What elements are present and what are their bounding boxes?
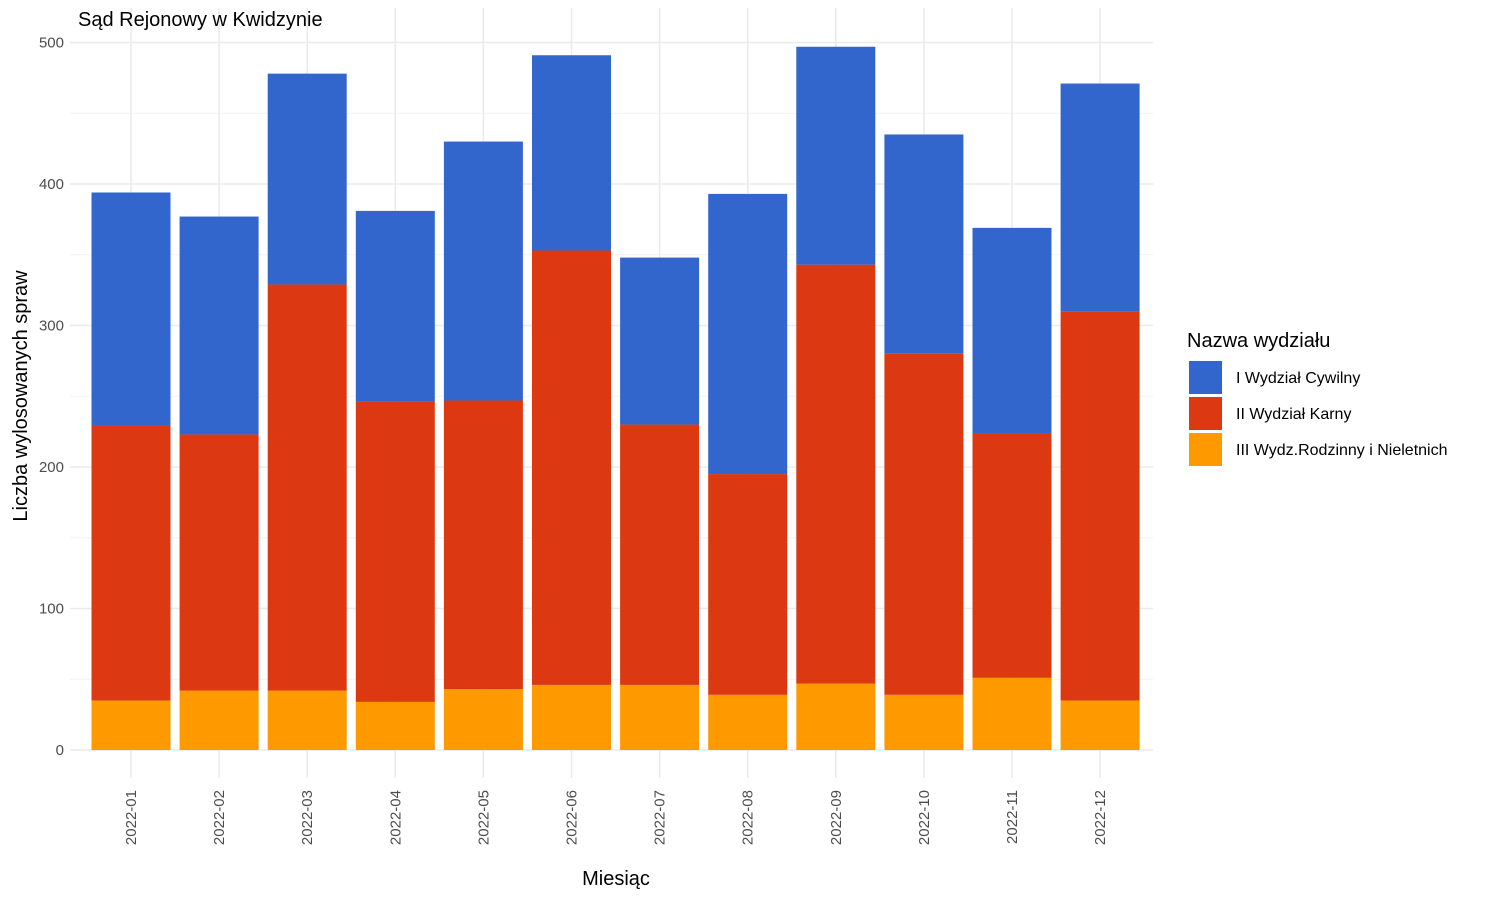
bar-segment: II Wydział Karny 2022-05: 204	[443, 400, 523, 690]
bar-segment: III Wydz.Rodzinny i Nieletnich 2022-01: …	[91, 700, 171, 750]
y-axis-title: Liczba wylosowanych spraw	[10, 270, 32, 522]
bar-segment: I Wydział Cywilny 2022-07: 118	[620, 257, 700, 425]
bar-segment: II Wydział Karny 2022-12: 275	[1060, 311, 1140, 701]
legend-swatch	[1189, 397, 1222, 430]
bar-segment: II Wydział Karny 2022-11: 173	[972, 433, 1052, 678]
x-tick-label: 2022-02	[211, 790, 228, 845]
bar-segment: III Wydz.Rodzinny i Nieletnich 2022-07: …	[620, 684, 700, 750]
bar-segment: III Wydz.Rodzinny i Nieletnich 2022-05: …	[443, 689, 523, 750]
x-axis-ticks: 2022-01 2022-02 2022-03 2022-04 2022-05 2022-…	[123, 790, 1109, 845]
bar-segment: II Wydział Karny 2022-09: 296	[796, 264, 876, 684]
x-tick-label: 2022-06	[564, 790, 581, 845]
bar-segment: II Wydział Karny 2022-04: 212	[355, 401, 435, 702]
bar-segment: III Wydz.Rodzinny i Nieletnich 2022-06: …	[532, 684, 611, 750]
bar-segment: III Wydz.Rodzinny i Nieletnich 2022-12: …	[1060, 700, 1140, 750]
bar-segment: I Wydział Cywilny 2022-08: 198	[708, 193, 788, 475]
bar-segment: II Wydział Karny 2022-08: 156	[708, 474, 788, 695]
bar-segment: I Wydział Cywilny 2022-05: 183	[443, 141, 523, 401]
y-tick-label: 300	[39, 318, 64, 335]
x-tick-label: 2022-01	[123, 790, 140, 845]
y-axis-ticks: 0 100 200 300 400 500	[39, 35, 64, 760]
x-tick-label: 2022-07	[652, 790, 669, 845]
bar-segment: II Wydział Karny 2022-01: 194	[91, 425, 171, 701]
bars-layer: III Wydz.Rodzinny i Nieletnich 2022-01: …	[91, 46, 1140, 750]
legend: Nazwa wydziału I Wydział Cywilny II Wydzi…	[1187, 330, 1448, 466]
bar-segment: I Wydział Cywilny 2022-02: 154	[179, 216, 259, 435]
legend-label: II Wydział Karny	[1236, 406, 1351, 423]
legend-swatch	[1189, 361, 1222, 394]
bar-segment: I Wydział Cywilny 2022-03: 149	[267, 73, 347, 285]
x-tick-label: 2022-04	[387, 790, 404, 845]
bar-segment: II Wydział Karny 2022-10: 241	[884, 353, 964, 695]
bar-segment: III Wydz.Rodzinny i Nieletnich 2022-03: …	[267, 690, 347, 750]
bar-segment: III Wydz.Rodzinny i Nieletnich 2022-09: …	[796, 683, 876, 750]
y-tick-label: 100	[39, 601, 64, 618]
x-tick-label: 2022-12	[1092, 790, 1109, 845]
legend-swatch	[1189, 433, 1222, 466]
bar-segment: III Wydz.Rodzinny i Nieletnich 2022-10: …	[884, 694, 964, 750]
y-tick-label: 500	[39, 35, 64, 52]
legend-label: I Wydział Cywilny	[1236, 370, 1360, 387]
y-tick-label: 200	[39, 459, 64, 476]
legend-label: III Wydz.Rodzinny i Nieletnich	[1236, 442, 1448, 459]
bar-segment: III Wydz.Rodzinny i Nieletnich 2022-04: …	[355, 701, 435, 750]
bar-segment: II Wydział Karny 2022-03: 287	[267, 284, 347, 691]
x-axis-title: Miesiąc	[582, 868, 650, 890]
bar-segment: I Wydział Cywilny 2022-01: 165	[91, 192, 171, 426]
y-tick-label: 400	[39, 176, 64, 193]
chart-title: Sąd Rejonowy w Kwidzynie	[78, 9, 323, 31]
bar-segment: II Wydział Karny 2022-02: 181	[179, 434, 259, 691]
legend-items: I Wydział Cywilny II Wydział Karny III Wyd…	[1189, 361, 1448, 466]
x-tick-label: 2022-10	[916, 790, 933, 845]
x-tick-label: 2022-05	[475, 790, 492, 845]
bar-segment: I Wydział Cywilny 2022-10: 155	[884, 134, 964, 354]
bar-segment: II Wydział Karny 2022-07: 184	[620, 424, 700, 685]
y-tick-label: 0	[56, 742, 64, 759]
bar-segment: I Wydział Cywilny 2022-12: 161	[1060, 83, 1140, 312]
x-tick-label: 2022-08	[740, 790, 757, 845]
x-tick-label: 2022-09	[828, 790, 845, 845]
bar-segment: I Wydział Cywilny 2022-06: 138	[532, 55, 611, 251]
bar-segment: II Wydział Karny 2022-06: 307	[532, 250, 611, 685]
x-tick-label: 2022-11	[1004, 790, 1021, 844]
bar-segment: III Wydz.Rodzinny i Nieletnich 2022-02: …	[179, 690, 259, 750]
legend-title: Nazwa wydziału	[1187, 330, 1330, 352]
bar-segment: I Wydział Cywilny 2022-09: 154	[796, 46, 876, 265]
bar-segment: III Wydz.Rodzinny i Nieletnich 2022-11: …	[972, 677, 1052, 750]
bar-segment: I Wydział Cywilny 2022-11: 145	[972, 227, 1052, 434]
bar-segment: I Wydział Cywilny 2022-04: 135	[355, 210, 435, 402]
x-tick-label: 2022-03	[299, 790, 316, 845]
bar-segment: III Wydz.Rodzinny i Nieletnich 2022-08: …	[708, 694, 788, 750]
